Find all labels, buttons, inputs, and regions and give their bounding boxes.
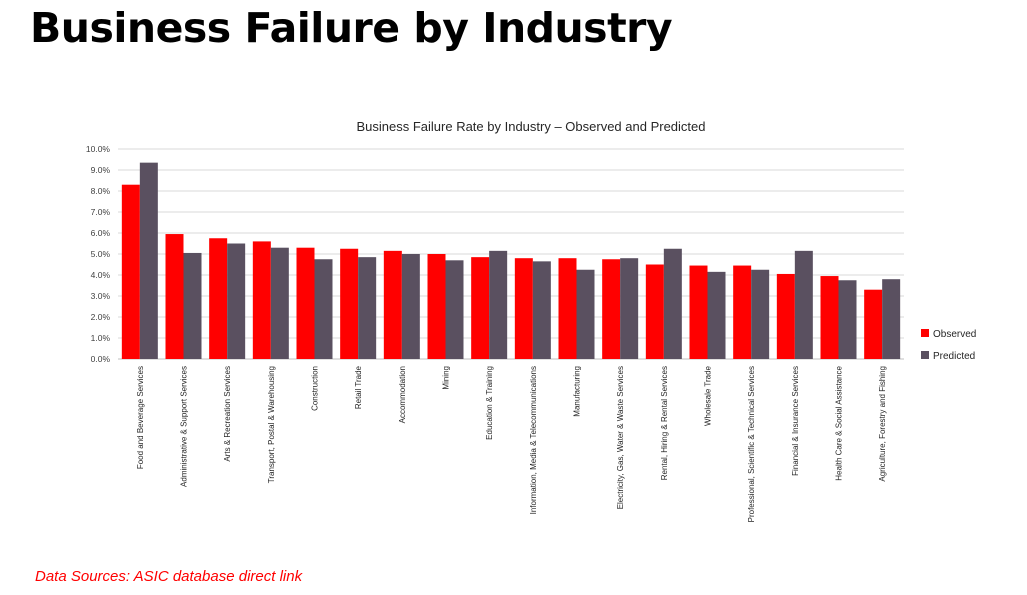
y-tick-label: 2.0% [91, 312, 111, 322]
x-category-label: Construction [311, 366, 320, 411]
predicted-bar [751, 269, 770, 359]
legend-swatch-observed [921, 329, 929, 337]
predicted-bar [139, 162, 158, 359]
x-category-label: Agriculture, Forestry and Fishing [878, 366, 887, 482]
observed-bar [471, 257, 490, 359]
legend-swatch-predicted [921, 351, 929, 359]
legend-label-observed: Observed [933, 329, 976, 340]
predicted-bar [620, 258, 639, 359]
predicted-bar [707, 271, 726, 359]
y-tick-label: 8.0% [91, 186, 111, 196]
x-category-label: Professional, Scientific & Technical Ser… [747, 366, 756, 522]
chart-title: Business Failure Rate by Industry – Obse… [356, 119, 705, 134]
x-category-label: Electricity, Gas, Water & Waste Services [616, 366, 625, 509]
x-category-label: Accommodation [398, 366, 407, 423]
predicted-bar [489, 250, 508, 359]
observed-bar [165, 234, 184, 359]
x-category-label: Manufacturing [573, 366, 582, 417]
observed-bar [733, 265, 752, 359]
predicted-bar [445, 260, 464, 359]
legend-label-predicted: Predicted [933, 351, 975, 362]
x-category-label: Mining [442, 366, 451, 390]
observed-bar [209, 238, 228, 359]
x-category-label: Information, Media & Telecommunications [529, 366, 538, 514]
observed-bar [383, 250, 402, 359]
data-sources-note: Data Sources: ASIC database direct link [35, 568, 303, 585]
y-tick-label: 4.0% [91, 270, 111, 280]
x-category-label: Administrative & Support Services [180, 366, 189, 487]
observed-bar [689, 265, 708, 359]
predicted-bar [270, 247, 289, 359]
y-tick-label: 3.0% [91, 291, 111, 301]
y-tick-label: 6.0% [91, 228, 111, 238]
predicted-bar [314, 259, 333, 359]
observed-bar [602, 259, 621, 359]
x-category-label: Arts & Recreation Services [223, 366, 232, 462]
y-tick-label: 10.0% [86, 144, 111, 154]
observed-bar [252, 241, 271, 359]
observed-bar [427, 254, 446, 359]
x-category-label: Retail Trade [354, 365, 363, 409]
predicted-bar [882, 279, 901, 359]
x-category-label: Financial & Insurance Services [791, 366, 800, 476]
observed-bar [645, 264, 664, 359]
predicted-bar [576, 269, 595, 359]
x-category-label: Transport, Postal & Warehousing [267, 366, 276, 483]
x-category-label: Wholesale Trade [704, 365, 713, 426]
y-tick-label: 5.0% [91, 249, 111, 259]
y-tick-label: 0.0% [91, 354, 111, 364]
observed-bar [820, 276, 839, 359]
observed-bar [514, 258, 533, 359]
observed-bar [864, 289, 883, 359]
observed-bar [558, 258, 577, 359]
slide-title: Business Failure by Industry [30, 4, 673, 52]
x-category-label: Food and Beverage Services [136, 366, 145, 469]
x-category-label: Education & Training [485, 366, 494, 440]
predicted-bar [358, 257, 377, 359]
y-tick-label: 9.0% [91, 165, 111, 175]
observed-bar [296, 247, 315, 359]
observed-bar [776, 273, 795, 359]
predicted-bar [838, 280, 857, 359]
y-tick-label: 1.0% [91, 333, 111, 343]
observed-bar [340, 248, 359, 359]
bar-chart: Business Failure Rate by Industry – Obse… [86, 119, 976, 522]
x-category-label: Rental, Hiring & Rental Services [660, 366, 669, 480]
predicted-bar [183, 252, 202, 359]
predicted-bar [532, 261, 551, 359]
predicted-bar [794, 250, 813, 359]
x-category-label: Health Care & Social Assistance [835, 365, 844, 480]
predicted-bar [401, 254, 420, 359]
predicted-bar [227, 243, 246, 359]
predicted-bar [663, 248, 682, 359]
y-tick-label: 7.0% [91, 207, 111, 217]
observed-bar [121, 184, 140, 359]
